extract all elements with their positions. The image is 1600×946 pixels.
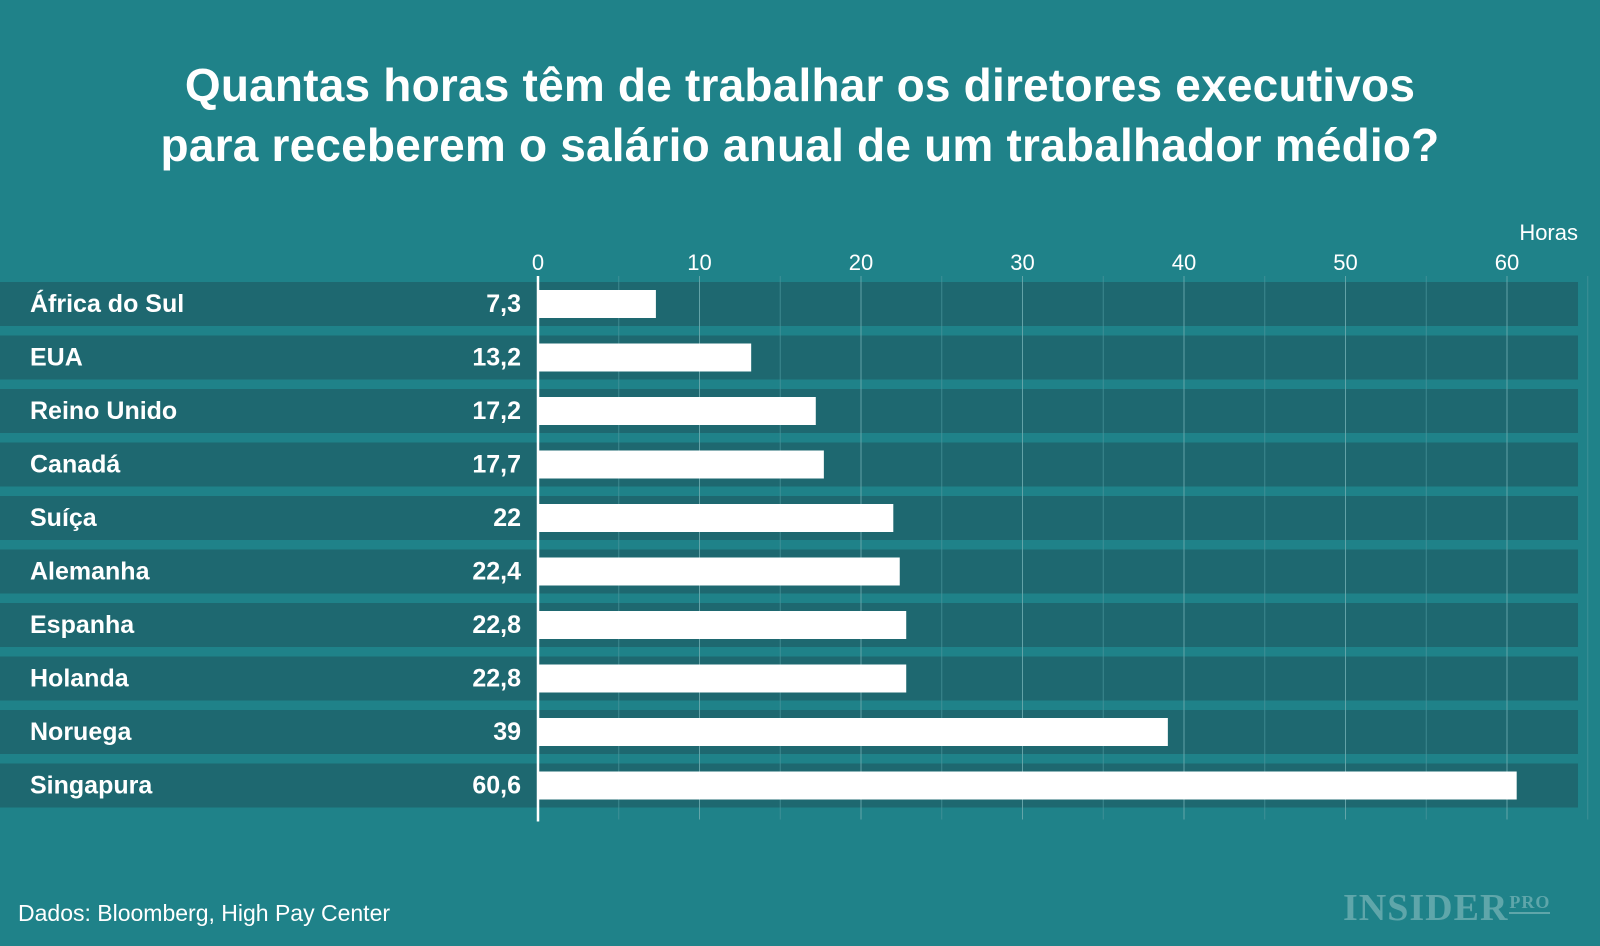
x-tick-label: 40 xyxy=(1172,250,1196,275)
bar xyxy=(538,504,894,532)
bar xyxy=(538,450,824,479)
x-axis-title: Horas xyxy=(1519,220,1578,245)
bar xyxy=(538,664,907,693)
bar xyxy=(538,290,656,318)
x-tick-label: 60 xyxy=(1495,250,1519,275)
x-tick-label: 20 xyxy=(849,250,873,275)
category-label: Suíça xyxy=(30,504,98,532)
value-label: 22,8 xyxy=(472,611,521,639)
row-band xyxy=(0,282,1578,326)
bar xyxy=(538,611,907,639)
category-label: Espanha xyxy=(30,611,135,639)
value-label: 22,8 xyxy=(472,665,521,693)
value-label: 7,3 xyxy=(486,290,521,318)
value-label: 17,7 xyxy=(472,451,521,479)
chart-title-line-2: para receberem o salário anual de um tra… xyxy=(160,119,1440,171)
bar xyxy=(538,343,752,372)
value-label: 60,6 xyxy=(472,772,521,800)
value-label: 13,2 xyxy=(472,344,521,372)
logo-text: INSIDER xyxy=(1343,887,1509,929)
bar xyxy=(538,397,816,425)
bar xyxy=(538,557,900,586)
category-label: Alemanha xyxy=(30,558,151,586)
category-label: Reino Unido xyxy=(30,397,177,425)
x-tick-label: 10 xyxy=(687,250,711,275)
category-label: África do Sul xyxy=(30,289,184,318)
x-tick-label: 50 xyxy=(1333,250,1357,275)
bar xyxy=(538,718,1168,746)
category-label: Holanda xyxy=(30,665,130,693)
chart-title-line-1: Quantas horas têm de trabalhar os direto… xyxy=(184,59,1416,111)
category-label: Canadá xyxy=(30,451,120,479)
value-label: 39 xyxy=(493,718,521,746)
x-tick-label: 30 xyxy=(1010,250,1034,275)
logo-pro-text: PRO xyxy=(1509,892,1551,914)
source-note: Dados: Bloomberg, High Pay Center xyxy=(18,900,391,926)
chart-title: Quantas horas têm de trabalhar os direto… xyxy=(0,55,1600,175)
insider-pro-logo: INSIDERPRO xyxy=(1343,886,1551,930)
category-label: Singapura xyxy=(30,772,153,800)
value-label: 22,4 xyxy=(472,558,521,586)
x-tick-label: 0 xyxy=(532,250,544,275)
value-label: 22 xyxy=(493,504,521,532)
value-label: 17,2 xyxy=(472,397,521,425)
category-label: Noruega xyxy=(30,718,133,746)
category-label: EUA xyxy=(30,344,83,372)
row-band xyxy=(0,335,1578,380)
bar xyxy=(538,771,1517,800)
